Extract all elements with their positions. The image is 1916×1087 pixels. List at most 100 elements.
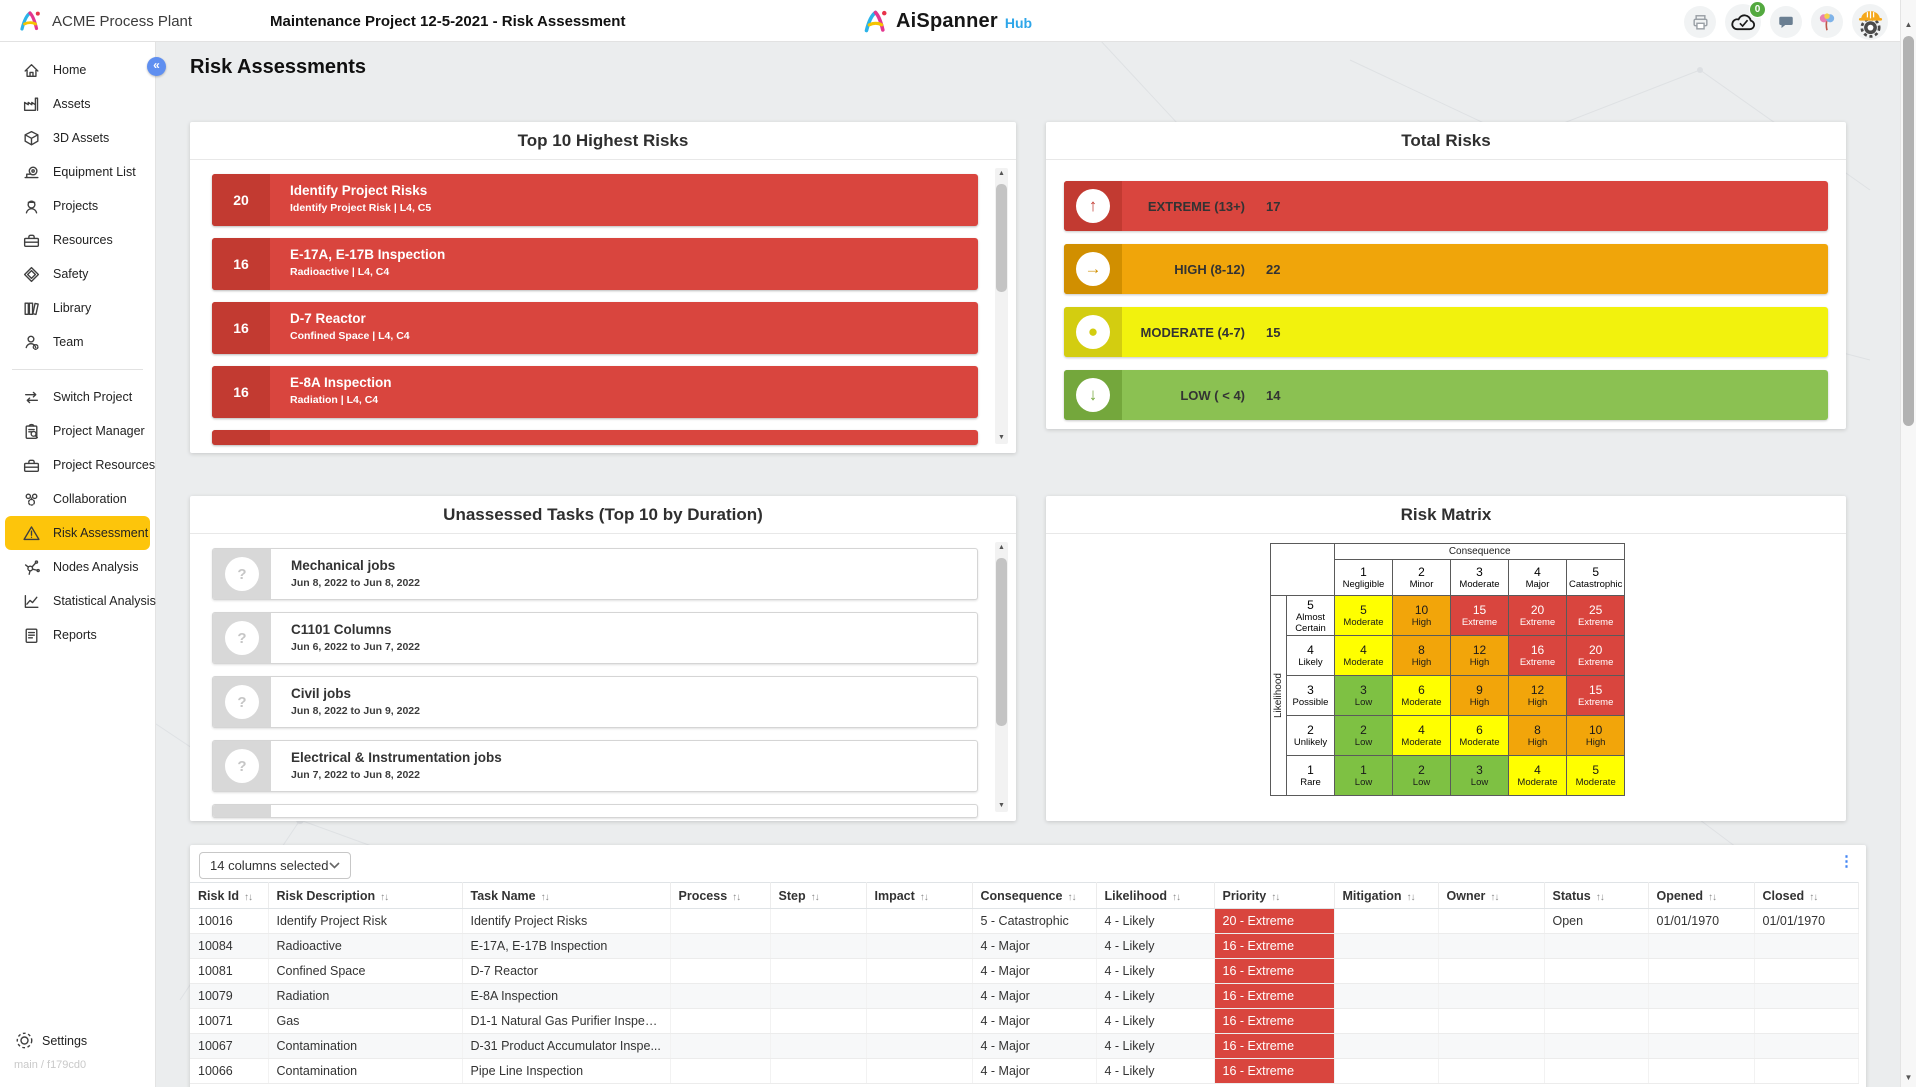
sidebar-item-team[interactable]: Team <box>5 325 150 359</box>
sidebar-item-resources[interactable]: Resources <box>5 223 150 257</box>
total-risk-bar-green[interactable]: ↓ LOW ( < 4) 14 <box>1064 370 1828 420</box>
sort-icon[interactable]: ↑↓ <box>1067 891 1076 903</box>
risk-card[interactable]: 16 D-7 Reactor Confined Space | L4, C4 <box>212 302 978 354</box>
matrix-cell-value: 8 <box>1534 723 1541 737</box>
sidebar-item-statistical-analysis[interactable]: Statistical Analysis <box>5 584 156 618</box>
total-risk-bar-orange[interactable]: → HIGH (8-12) 22 <box>1064 244 1828 294</box>
sidebar-item-home[interactable]: Home <box>5 53 150 87</box>
table-row[interactable]: 10071 Gas D1-1 Natural Gas Purifier Inspec… <box>190 1008 1859 1034</box>
col-header-label: Impact <box>874 888 915 903</box>
risk-matrix-grid: Consequence 1 Negligible 2 Minor 3 Moderate 4 Ma… <box>1270 543 1626 796</box>
col-header-step[interactable]: Step ↑↓ <box>770 882 867 909</box>
cloud-sync-button[interactable]: 0 <box>1725 1 1766 40</box>
sort-icon[interactable]: ↑↓ <box>1271 891 1280 903</box>
risk-card[interactable]: 20 Identify Project Risks Identify Project… <box>212 174 978 226</box>
task-card[interactable]: ? Electrical & Instrumentation jobs Jun 7,… <box>212 740 978 792</box>
sort-icon[interactable]: ↑↓ <box>1490 891 1499 903</box>
risk-score <box>212 430 270 445</box>
col-header-impact[interactable]: Impact ↑↓ <box>866 882 973 909</box>
cell-status <box>1544 958 1649 984</box>
sort-icon[interactable]: ↑↓ <box>1809 891 1818 903</box>
sidebar-item-equipment-list[interactable]: Equipment List <box>5 155 150 189</box>
col-header-likelihood[interactable]: Likelihood ↑↓ <box>1096 882 1215 909</box>
sidebar-item-projects[interactable]: Projects <box>5 189 150 223</box>
sort-icon[interactable]: ↑↓ <box>1406 891 1416 903</box>
page-scrollbar[interactable]: ▲ ▼ <box>1900 0 1916 1087</box>
total-risk-bar-red[interactable]: ↑ EXTREME (13+) 17 <box>1064 181 1828 231</box>
col-header-mitigation[interactable]: Mitigation ↑↓ <box>1334 882 1439 909</box>
table-row[interactable]: 10016 Identify Project Risk Identify Proje… <box>190 908 1859 934</box>
sidebar-item-settings[interactable]: Settings <box>14 1030 87 1051</box>
col-header-consequence[interactable]: Consequence ↑↓ <box>972 882 1097 909</box>
sort-icon[interactable]: ↑↓ <box>1595 891 1605 903</box>
matrix-cell-orange: 12 High <box>1450 635 1509 676</box>
engineer-profile-button[interactable] <box>1852 4 1888 40</box>
risk-card[interactable]: 16 E-8A Inspection Radiation | L4, C4 <box>212 366 978 418</box>
sidebar-item-3d-assets[interactable]: 3D Assets <box>5 121 150 155</box>
matrix-cell-label: Extreme <box>1461 617 1498 628</box>
col-header-process[interactable]: Process ↑↓ <box>670 882 771 909</box>
unassessed-scrollbar[interactable]: ▲ ▼ <box>995 542 1008 812</box>
col-header-owner[interactable]: Owner ↑↓ <box>1438 882 1545 909</box>
matrix-cell-yellow: 6 Moderate <box>1450 715 1509 756</box>
table-row[interactable]: 10079 Radiation E-8A Inspection 4 - Major 4 … <box>190 983 1859 1009</box>
page-scroll-thumb[interactable] <box>1903 36 1914 426</box>
sort-icon[interactable]: ↑↓ <box>1708 891 1717 903</box>
table-row[interactable]: 10066 Contamination Pipe Line Inspection 4 … <box>190 1058 1859 1084</box>
ai-assistant-button[interactable] <box>1811 6 1843 38</box>
sidebar-item-assets[interactable]: Assets <box>5 87 150 121</box>
sidebar-item-project-manager[interactable]: Project Manager <box>5 414 150 448</box>
sidebar-item-collaboration[interactable]: Collaboration <box>5 482 150 516</box>
scroll-down-icon[interactable]: ▼ <box>998 802 1005 809</box>
col-header-risk_description[interactable]: Risk Description ↑↓ <box>268 882 463 909</box>
risk-card[interactable]: 16 E-17A, E-17B Inspection Radioactive | L… <box>212 238 978 290</box>
sidebar-collapse-button[interactable]: « <box>147 57 166 76</box>
sort-icon[interactable]: ↑↓ <box>810 891 820 903</box>
sidebar-item-library[interactable]: Library <box>5 291 150 325</box>
sidebar-item-safety[interactable]: Safety <box>5 257 150 291</box>
columns-select[interactable]: 14 columns selected <box>199 852 351 879</box>
sidebar-item-switch-project[interactable]: Switch Project <box>5 380 150 414</box>
sidebar-item-risk-assessment[interactable]: Risk Assessment <box>5 516 150 550</box>
scroll-down-icon[interactable]: ▼ <box>998 434 1005 441</box>
cell-process <box>670 1033 771 1059</box>
table-row[interactable]: 10067 Contamination D-31 Product Accumulat… <box>190 1033 1859 1059</box>
sort-icon[interactable]: ↑↓ <box>919 891 929 903</box>
table-row[interactable]: 10081 Confined Space D-7 Reactor 4 - Major 4… <box>190 958 1859 984</box>
scroll-down-icon[interactable]: ▼ <box>1904 1073 1913 1082</box>
scroll-up-icon[interactable]: ▲ <box>998 544 1005 551</box>
col-header-status[interactable]: Status ↑↓ <box>1544 882 1649 909</box>
sort-icon[interactable]: ↑↓ <box>244 891 253 903</box>
col-header-risk_id[interactable]: Risk Id ↑↓ <box>190 882 269 909</box>
sort-icon[interactable]: ↑↓ <box>732 891 741 903</box>
scroll-up-icon[interactable]: ▲ <box>1904 20 1913 29</box>
matrix-consequence-num: 1 <box>1360 565 1367 579</box>
matrix-cell-yellow: 6 Moderate <box>1392 675 1451 716</box>
scroll-thumb[interactable] <box>996 184 1007 292</box>
col-header-closed[interactable]: Closed ↑↓ <box>1754 882 1859 909</box>
sort-icon[interactable]: ↑↓ <box>380 891 389 903</box>
total-risk-icon-block: ↑ <box>1064 181 1122 231</box>
scroll-thumb[interactable] <box>996 558 1007 726</box>
table-row[interactable]: 10084 Radioactive E-17A, E-17B Inspection 4… <box>190 933 1859 959</box>
print-button[interactable] <box>1684 6 1716 38</box>
scroll-up-icon[interactable]: ▲ <box>998 170 1005 177</box>
task-card[interactable]: ? C1101 Columns Jun 6, 2022 to Jun 7, 2022 <box>212 612 978 664</box>
sidebar-item-nodes-analysis[interactable]: Nodes Analysis <box>5 550 150 584</box>
sort-icon[interactable]: ↑↓ <box>1172 891 1181 903</box>
col-header-priority[interactable]: Priority ↑↓ <box>1214 882 1335 909</box>
chat-button[interactable] <box>1770 6 1802 38</box>
col-header-opened[interactable]: Opened ↑↓ <box>1648 882 1755 909</box>
matrix-row: 1 Rare 1 Low 2 Low 3 Low 4 Moderate 5 Moderate <box>1271 755 1626 796</box>
sidebar-item-label: Nodes Analysis <box>53 560 139 574</box>
task-card[interactable]: ? Mechanical jobs Jun 8, 2022 to Jun 8, 20… <box>212 548 978 600</box>
col-header-task_name[interactable]: Task Name ↑↓ <box>462 882 671 909</box>
sidebar-item-project-resources[interactable]: Project Resources <box>5 448 155 482</box>
sort-icon[interactable]: ↑↓ <box>540 891 550 903</box>
matrix-cell-value: 2 <box>1418 763 1425 777</box>
top-risks-scrollbar[interactable]: ▲ ▼ <box>995 168 1008 444</box>
total-risk-bar-yellow[interactable]: ● MODERATE (4-7) 15 <box>1064 307 1828 357</box>
table-menu-button[interactable]: ⋮ <box>1839 853 1854 870</box>
task-card[interactable]: ? Civil jobs Jun 8, 2022 to Jun 9, 2022 <box>212 676 978 728</box>
sidebar-item-reports[interactable]: Reports <box>5 618 150 652</box>
